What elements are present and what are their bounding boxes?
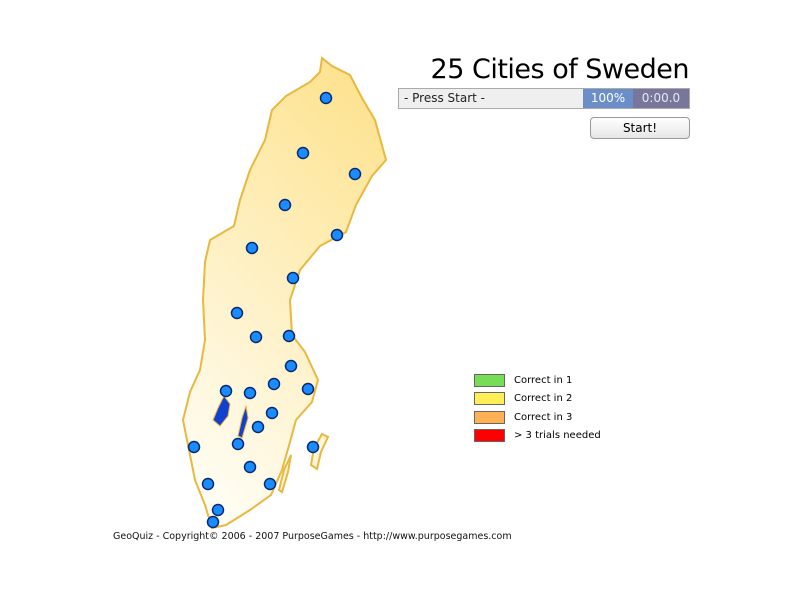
city-marker[interactable] [243, 460, 257, 474]
legend-swatch [474, 410, 505, 424]
start-button[interactable]: Start! [590, 117, 690, 139]
city-marker[interactable] [187, 440, 201, 454]
lake-vattern [237, 405, 249, 439]
city-marker[interactable] [319, 91, 333, 105]
copyright-footer: GeoQuiz - Copyright© 2006 - 2007 Purpose… [113, 531, 512, 542]
city-marker[interactable] [267, 377, 281, 391]
city-marker[interactable] [206, 515, 220, 529]
sweden-mainland [181, 56, 388, 530]
city-marker[interactable] [249, 330, 263, 344]
legend-item: > 3 trials needed [474, 427, 601, 446]
legend-item: Correct in 3 [474, 408, 601, 427]
legend-swatch [474, 373, 505, 387]
city-marker[interactable] [278, 198, 292, 212]
status-text: - Press Start - [404, 91, 485, 105]
city-marker[interactable] [251, 420, 265, 434]
legend-label: Correct in 3 [514, 411, 573, 423]
legend-label: Correct in 1 [514, 374, 573, 386]
city-marker[interactable] [330, 228, 344, 242]
city-marker[interactable] [348, 167, 362, 181]
city-marker[interactable] [263, 477, 277, 491]
city-marker[interactable] [286, 271, 300, 285]
legend-label: > 3 trials needed [514, 430, 601, 442]
legend-label: Correct in 2 [514, 393, 573, 405]
city-marker[interactable] [211, 503, 225, 517]
city-marker[interactable] [245, 241, 259, 255]
legend-item: Correct in 2 [474, 390, 601, 409]
city-marker[interactable] [230, 306, 244, 320]
city-marker[interactable] [282, 329, 296, 343]
city-marker[interactable] [296, 146, 310, 160]
lake-vanern [212, 395, 231, 427]
city-marker[interactable] [201, 477, 215, 491]
city-marker[interactable] [265, 406, 279, 420]
legend: Correct in 1 Correct in 2 Correct in 3 >… [474, 371, 601, 445]
city-marker[interactable] [284, 359, 298, 373]
legend-swatch [474, 392, 505, 406]
progress-percent: 100% [583, 89, 633, 108]
legend-swatch [474, 429, 505, 443]
city-marker[interactable] [306, 440, 320, 454]
legend-item: Correct in 1 [474, 371, 601, 390]
city-marker[interactable] [219, 384, 233, 398]
status-bar: - Press Start - 100% 0:00.0 [398, 88, 690, 109]
city-marker[interactable] [231, 437, 245, 451]
oland-island [277, 454, 292, 494]
timer: 0:00.0 [633, 89, 689, 108]
city-marker[interactable] [243, 386, 257, 400]
city-marker[interactable] [301, 382, 315, 396]
quiz-title: 25 Cities of Sweden [430, 54, 690, 85]
